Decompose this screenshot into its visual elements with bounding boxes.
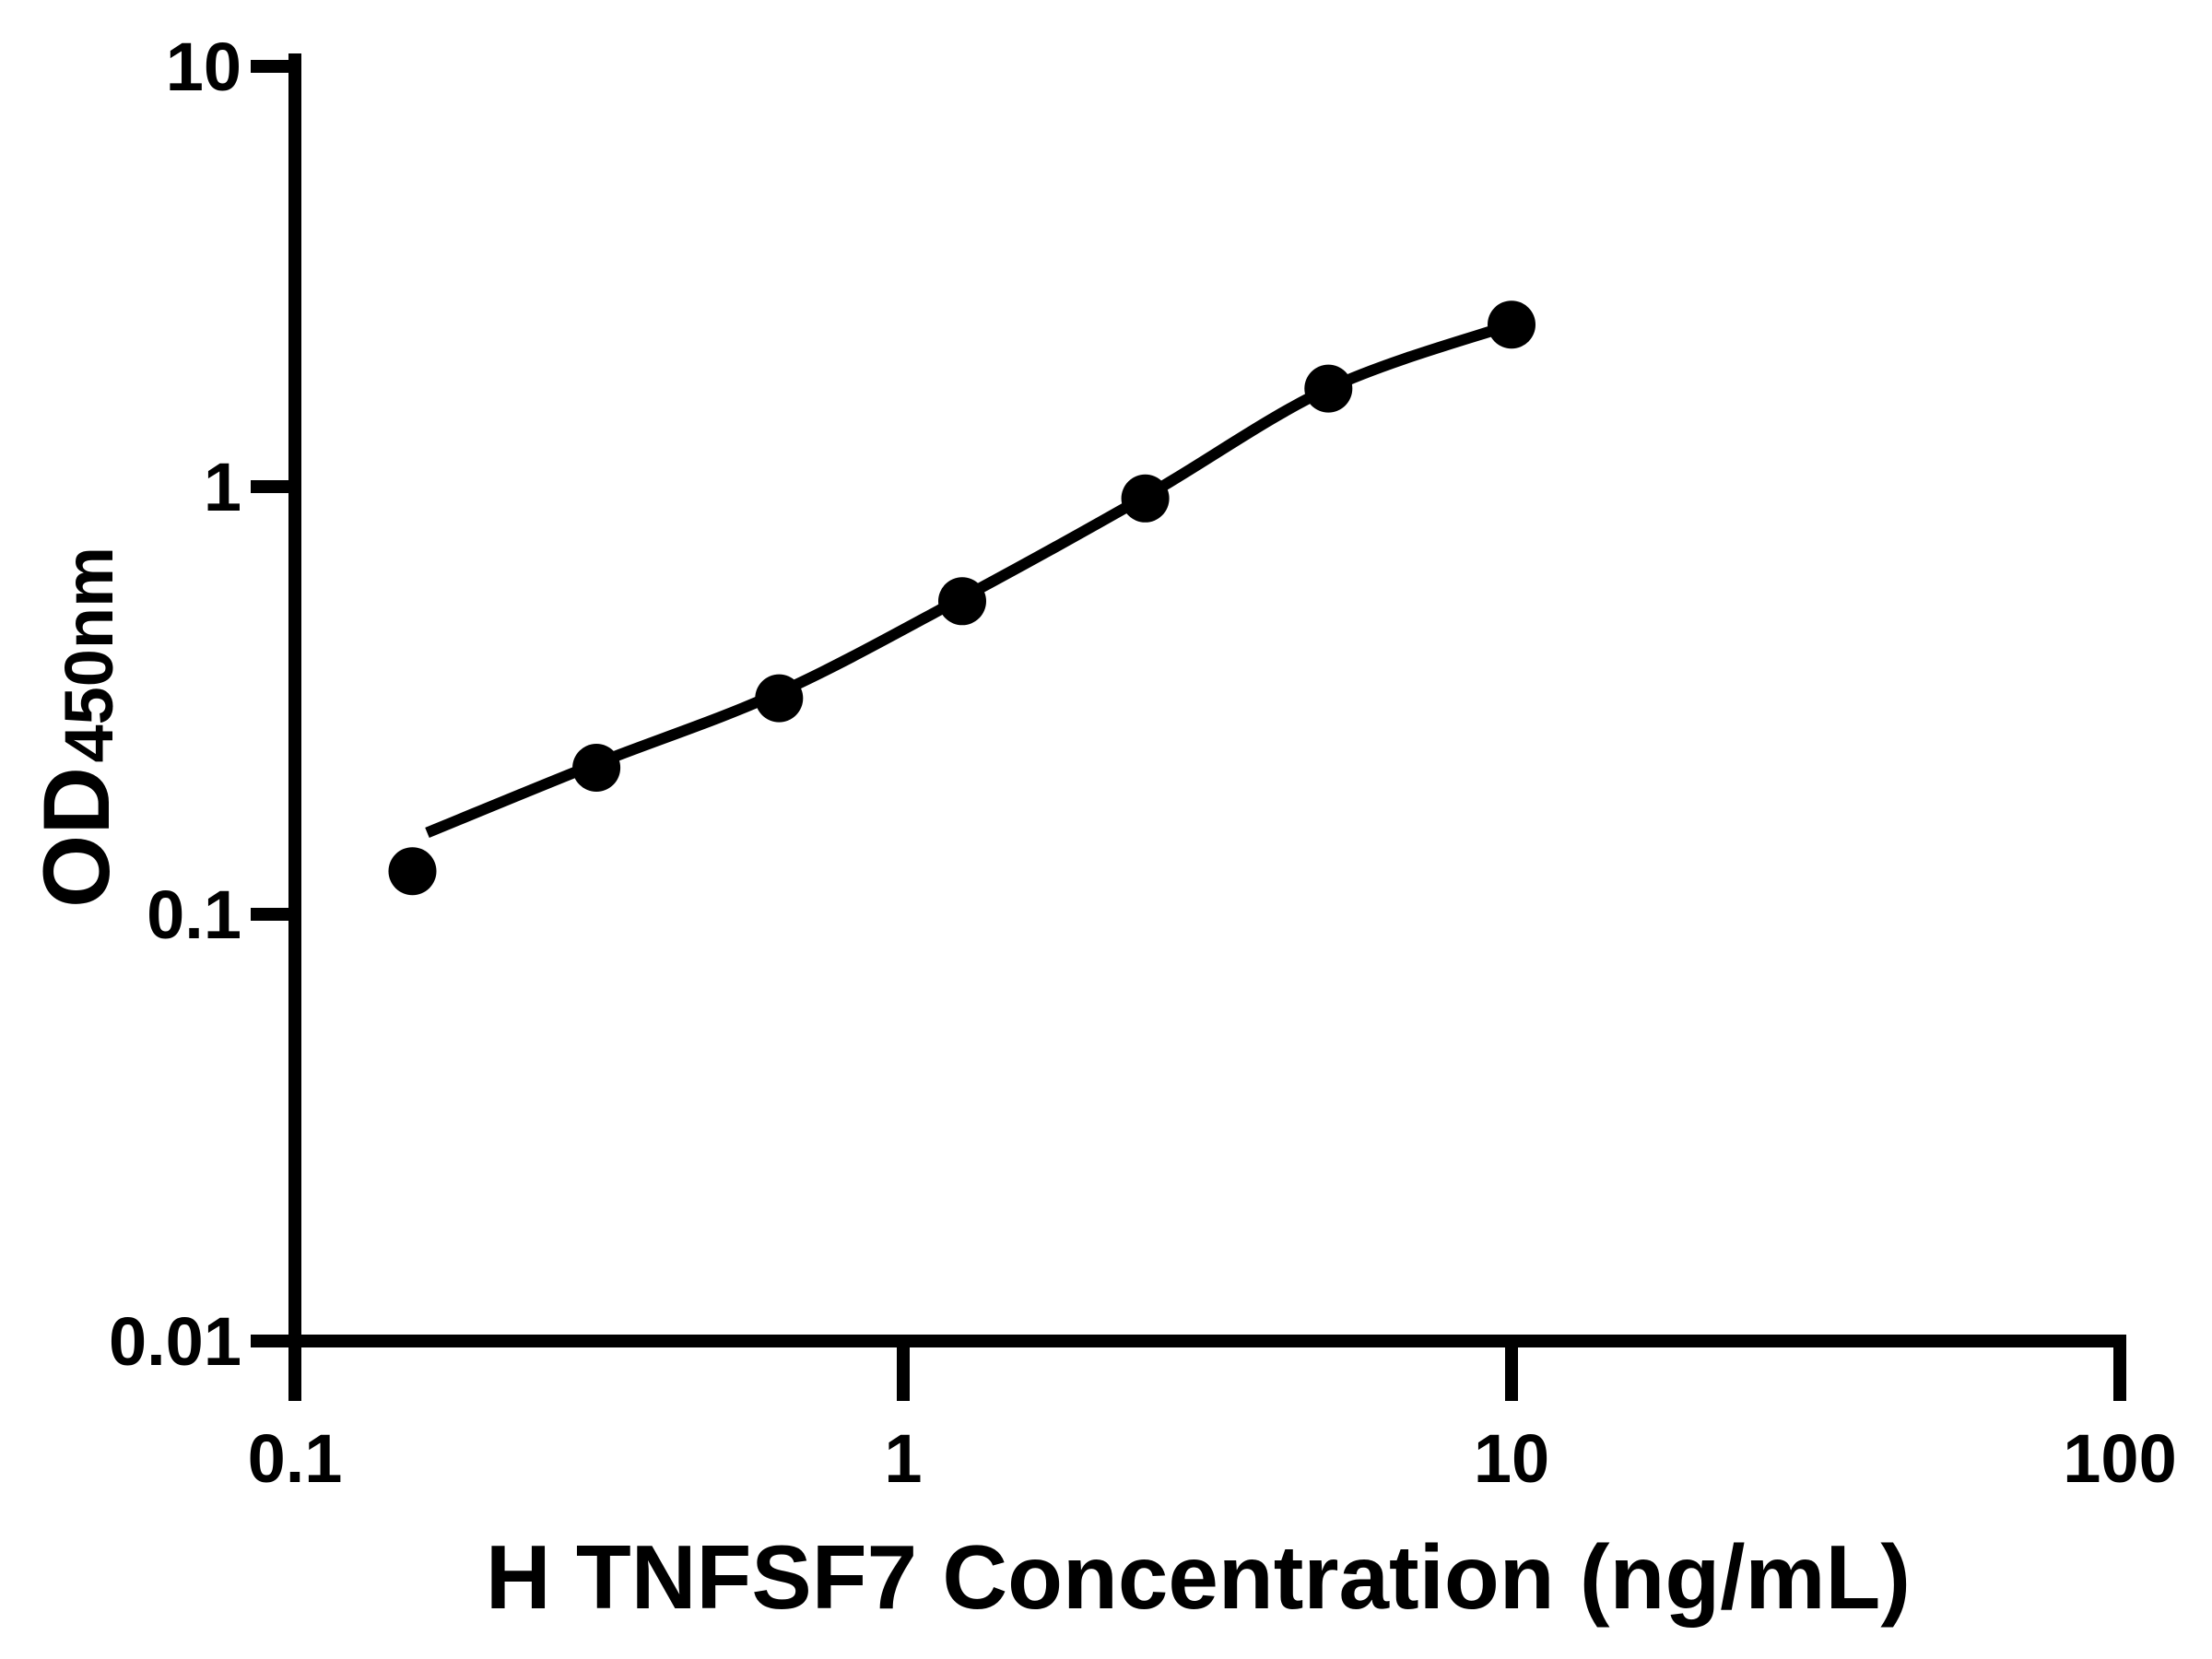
- y-axis-title-sub: 450nm: [51, 547, 127, 762]
- x-tick-label-0-1: 0.1: [248, 1420, 343, 1497]
- data-point: [755, 674, 804, 723]
- y-axis-title: OD 450nm: [24, 547, 129, 908]
- data-point: [388, 847, 437, 896]
- y-tick-label-0-1: 0.1: [147, 877, 241, 953]
- y-axis-title-main: OD: [24, 767, 129, 908]
- x-tick-label-100: 100: [2063, 1420, 2176, 1497]
- y-tick-label-1: 1: [204, 449, 241, 525]
- y-tick-label-10: 10: [166, 29, 241, 105]
- x-tick-label-1: 1: [884, 1420, 922, 1497]
- data-point: [572, 744, 621, 792]
- y-tick-label-0-01: 0.01: [109, 1303, 241, 1380]
- data-point: [1488, 300, 1535, 349]
- data-point: [1304, 364, 1353, 413]
- data-point: [938, 577, 986, 626]
- x-tick-label-10: 10: [1474, 1420, 1549, 1497]
- plot-area: [388, 300, 1535, 896]
- data-point: [1121, 474, 1170, 523]
- x-axis-title: H TNFSF7 Concentration (ng/mL): [486, 1526, 1911, 1628]
